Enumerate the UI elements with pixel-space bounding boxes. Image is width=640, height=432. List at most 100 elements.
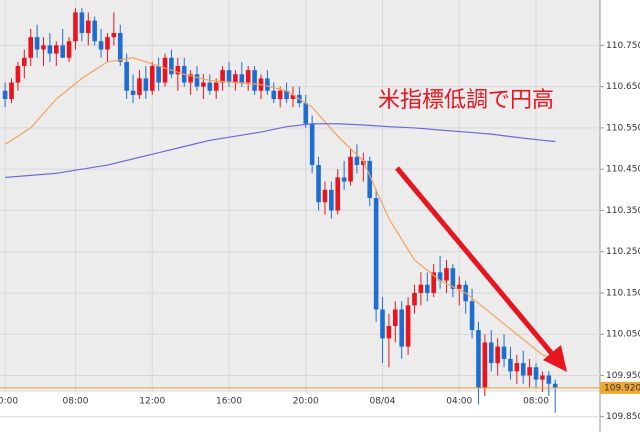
candle-body	[28, 37, 34, 58]
candle-body	[22, 57, 27, 67]
candle-body	[476, 330, 481, 388]
candle-body	[405, 305, 411, 347]
candle-body	[540, 375, 545, 380]
candle-body	[188, 74, 193, 83]
candle-body	[271, 90, 277, 100]
x-tick-label: 08/04	[370, 397, 396, 407]
candle-body	[520, 363, 526, 376]
candle-body	[373, 198, 379, 310]
candle-body	[41, 45, 46, 50]
y-tick-label: 110.450	[606, 165, 640, 175]
candle-body	[137, 78, 142, 95]
candle-body	[284, 90, 289, 100]
candle-body	[130, 90, 136, 95]
y-tick-label: 110.150	[606, 288, 640, 298]
candle-body	[277, 90, 283, 100]
candle-body	[85, 20, 91, 34]
candle-body	[431, 272, 436, 293]
candle-body	[501, 346, 507, 359]
candle-body	[117, 33, 123, 62]
candle-body	[60, 45, 65, 58]
x-tick-label: 16:00	[216, 397, 242, 407]
y-tick-label: 110.650	[606, 82, 640, 92]
candle-body	[424, 284, 430, 293]
candle-body	[111, 33, 117, 38]
candle-body	[156, 66, 161, 83]
candle-body	[329, 189, 334, 211]
candle-body	[47, 45, 53, 54]
x-tick-label: 08:00	[63, 397, 89, 407]
y-tick-label: 110.350	[606, 206, 640, 216]
candle-body	[335, 177, 341, 211]
y-tick-label: 109.950	[606, 371, 640, 381]
price-label: 109.920	[604, 383, 640, 393]
candle-body	[386, 325, 392, 339]
candle-body	[495, 346, 500, 364]
y-tick-label: 110.050	[606, 330, 640, 340]
candle-body	[15, 66, 21, 83]
candle-body	[456, 284, 462, 289]
candle-body	[252, 70, 257, 91]
candle-body	[437, 272, 443, 281]
candle-body	[9, 82, 14, 100]
candle-body	[79, 12, 85, 34]
candle-body	[412, 292, 417, 306]
candle-body	[533, 367, 539, 380]
candle-body	[201, 82, 206, 87]
candle-body	[220, 70, 225, 83]
candle-body	[303, 103, 309, 124]
candle-body	[367, 160, 373, 199]
candle-body	[2, 90, 8, 100]
candle-body	[354, 156, 360, 166]
candle-body	[290, 94, 296, 100]
candle-body	[546, 375, 552, 384]
candle-body	[34, 37, 40, 50]
candle-body	[143, 78, 149, 91]
x-tick-label: 12:00	[139, 397, 165, 407]
candle-body	[527, 367, 532, 376]
candle-body	[66, 41, 72, 58]
candle-body	[399, 309, 405, 347]
candle-body	[309, 123, 315, 166]
moving-average	[5, 123, 556, 179]
x-tick-label: 04:00	[446, 397, 472, 407]
candle-body	[92, 20, 97, 42]
arrow-head	[543, 345, 567, 372]
y-tick-label: 110.250	[606, 247, 640, 257]
candle-body	[239, 74, 245, 83]
candle-body	[393, 309, 398, 326]
candle-body	[169, 57, 174, 75]
x-tick-label: 08:00	[523, 397, 549, 407]
candle-body	[233, 74, 238, 83]
candle-body	[162, 57, 168, 83]
time-axis	[0, 392, 600, 432]
candle-body	[488, 342, 494, 364]
candle-body	[418, 284, 424, 293]
candle-body	[508, 358, 513, 372]
candle-body	[482, 342, 488, 388]
price-label-box	[600, 381, 640, 394]
candle-body	[322, 189, 328, 203]
candle-body	[124, 61, 129, 91]
candle-body	[149, 66, 155, 91]
candle-body	[348, 156, 353, 182]
y-tick-label: 110.550	[606, 123, 640, 133]
candle-body	[514, 363, 520, 372]
candle-body	[98, 41, 104, 50]
candle-body	[194, 74, 200, 87]
candle-body	[341, 177, 347, 182]
candle-body	[53, 45, 59, 54]
y-tick-label: 110.750	[606, 41, 640, 51]
arrow	[395, 166, 555, 357]
candle-body	[207, 82, 213, 91]
candle-body	[552, 383, 558, 388]
candle-body	[105, 37, 110, 50]
candle-body	[469, 301, 475, 331]
candle-body	[226, 70, 232, 83]
candle-body	[361, 160, 366, 166]
candle-body	[175, 66, 181, 75]
x-tick-label: 20:00	[293, 397, 319, 407]
moving-average	[4, 57, 556, 360]
